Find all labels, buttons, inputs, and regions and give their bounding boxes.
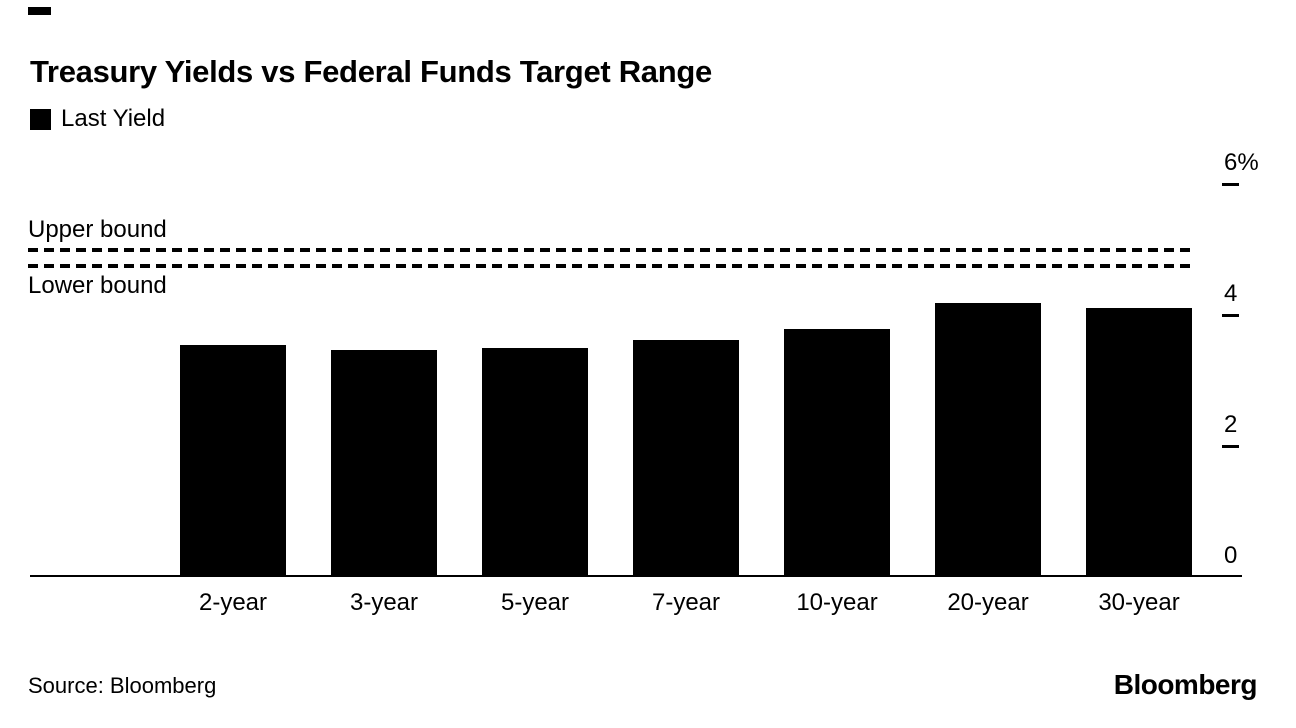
bar-10-year <box>784 328 890 577</box>
x-tick-label: 30-year <box>1098 589 1180 616</box>
bar-2-year <box>180 345 286 577</box>
legend-label: Last Yield <box>61 105 166 132</box>
reference-label: Lower bound <box>28 271 167 299</box>
source-note: Source: Bloomberg <box>28 673 217 698</box>
x-tick-label: 7-year <box>651 589 721 616</box>
bar-30-year <box>1086 307 1192 577</box>
x-tick-label: 2-year <box>198 589 268 616</box>
y-tick-label: 6% <box>1224 149 1259 176</box>
bar-20-year <box>935 303 1041 577</box>
bloomberg-logo: Bloomberg <box>1113 669 1258 700</box>
bar-5-year <box>482 347 588 577</box>
x-tick-label: 20-year <box>947 589 1029 616</box>
y-tick-label: 0 <box>1224 542 1238 569</box>
top-accent-mark <box>28 7 51 15</box>
legend-swatch-icon <box>30 108 51 130</box>
chart-title: Treasury Yields vs Federal Funds Target … <box>30 53 712 89</box>
bar-7-year <box>633 339 739 577</box>
y-tick-label: 4 <box>1224 280 1238 307</box>
reference-line-upper-bound <box>28 247 1190 252</box>
x-axis-line <box>30 575 1242 577</box>
x-tick-label: 5-year <box>500 589 570 616</box>
x-tick-label: 3-year <box>349 589 419 616</box>
y-tick-mark <box>1222 314 1239 317</box>
legend: Last Yield <box>30 106 165 132</box>
y-tick-mark <box>1222 445 1239 448</box>
x-tick-label: 10-year <box>796 589 878 616</box>
bar-3-year <box>331 349 437 577</box>
reference-label: Upper bound <box>28 215 167 243</box>
reference-line-lower-bound <box>28 263 1190 268</box>
y-tick-label: 2 <box>1224 411 1238 438</box>
y-tick-mark <box>1222 183 1239 186</box>
